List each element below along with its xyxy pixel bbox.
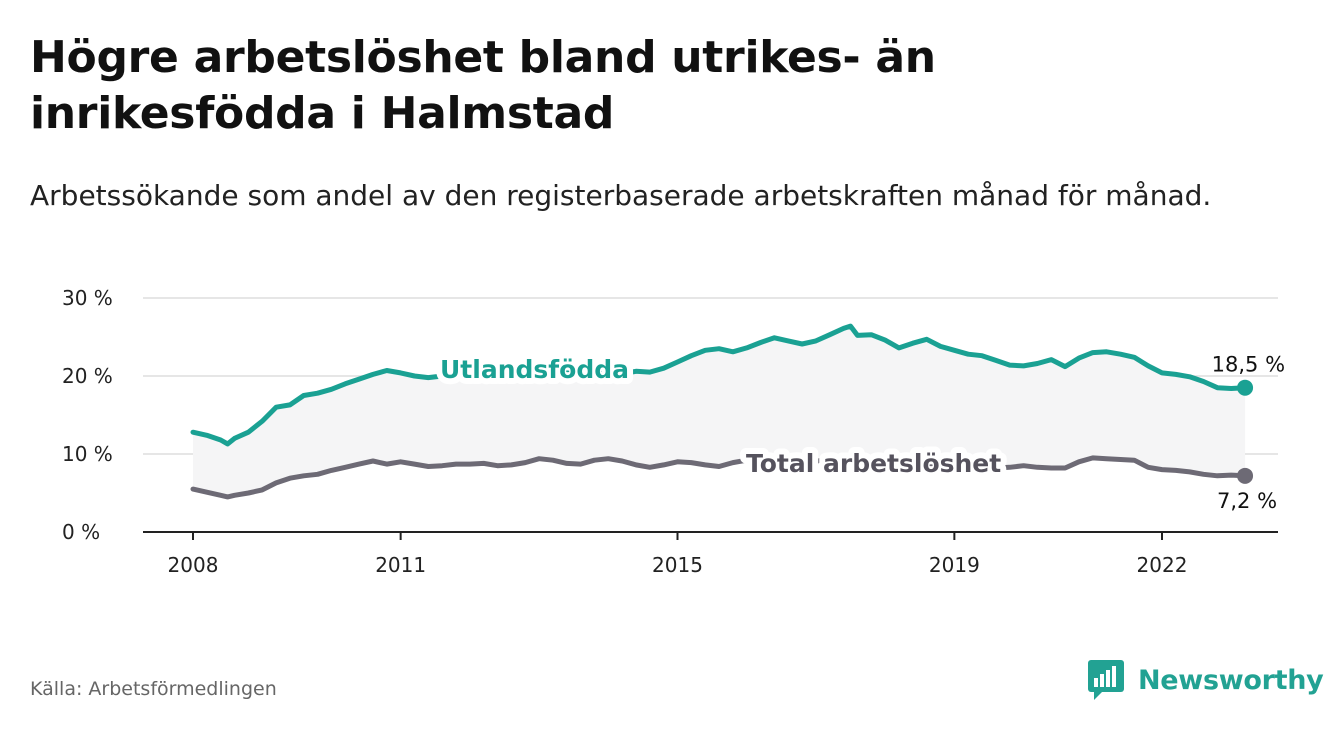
- end-point-utlandsfodda: [1237, 379, 1254, 396]
- series-line-utlandsfodda: [190, 323, 1248, 447]
- x-tick-label: 2015: [652, 553, 703, 577]
- brand-logo[interactable]: Newsworthy: [1088, 660, 1324, 700]
- gap-band: [193, 326, 1246, 497]
- y-tick-label: 20 %: [62, 364, 113, 388]
- end-point-total: [1237, 467, 1254, 484]
- chart-subtitle: Arbetssökande som andel av den registerb…: [30, 179, 1212, 212]
- x-tick-label: 2022: [1137, 553, 1188, 577]
- x-tick-label: 2019: [929, 553, 980, 577]
- y-tick-label: 30 %: [62, 286, 113, 310]
- series-labels: Utlandsfödda Total arbetslöshet 18,5 % 7,2 …: [434, 349, 1285, 513]
- chart-title: Högre arbetslöshet bland utrikes- än inr…: [30, 32, 936, 139]
- bar-chart-logo-icon: [1088, 660, 1124, 700]
- series-label-total: Total arbetslöshet: [746, 449, 1001, 478]
- series-label-utlandsfodda: Utlandsfödda: [440, 355, 629, 384]
- y-tick-label: 10 %: [62, 442, 113, 466]
- end-label-utlandsfodda: 18,5 %: [1212, 353, 1285, 377]
- range-band: [193, 326, 1246, 497]
- x-tick-label: 2011: [375, 553, 426, 577]
- series-lines: [190, 323, 1254, 500]
- axes: 0 % 10 % 20 % 30 % 2008 2011 2015 2019 2022: [62, 286, 1278, 577]
- source-note: Källa: Arbetsförmedlingen: [30, 678, 277, 700]
- brand-name: Newsworthy: [1138, 664, 1324, 696]
- x-tick-label: 2008: [168, 553, 219, 577]
- line-chart: Utlandsfödda Total arbetslöshet 18,5 % 7,2 …: [62, 286, 1285, 577]
- y-tick-label: 0 %: [62, 520, 100, 544]
- end-label-total: 7,2 %: [1217, 489, 1277, 513]
- series-line-total: [190, 455, 1248, 500]
